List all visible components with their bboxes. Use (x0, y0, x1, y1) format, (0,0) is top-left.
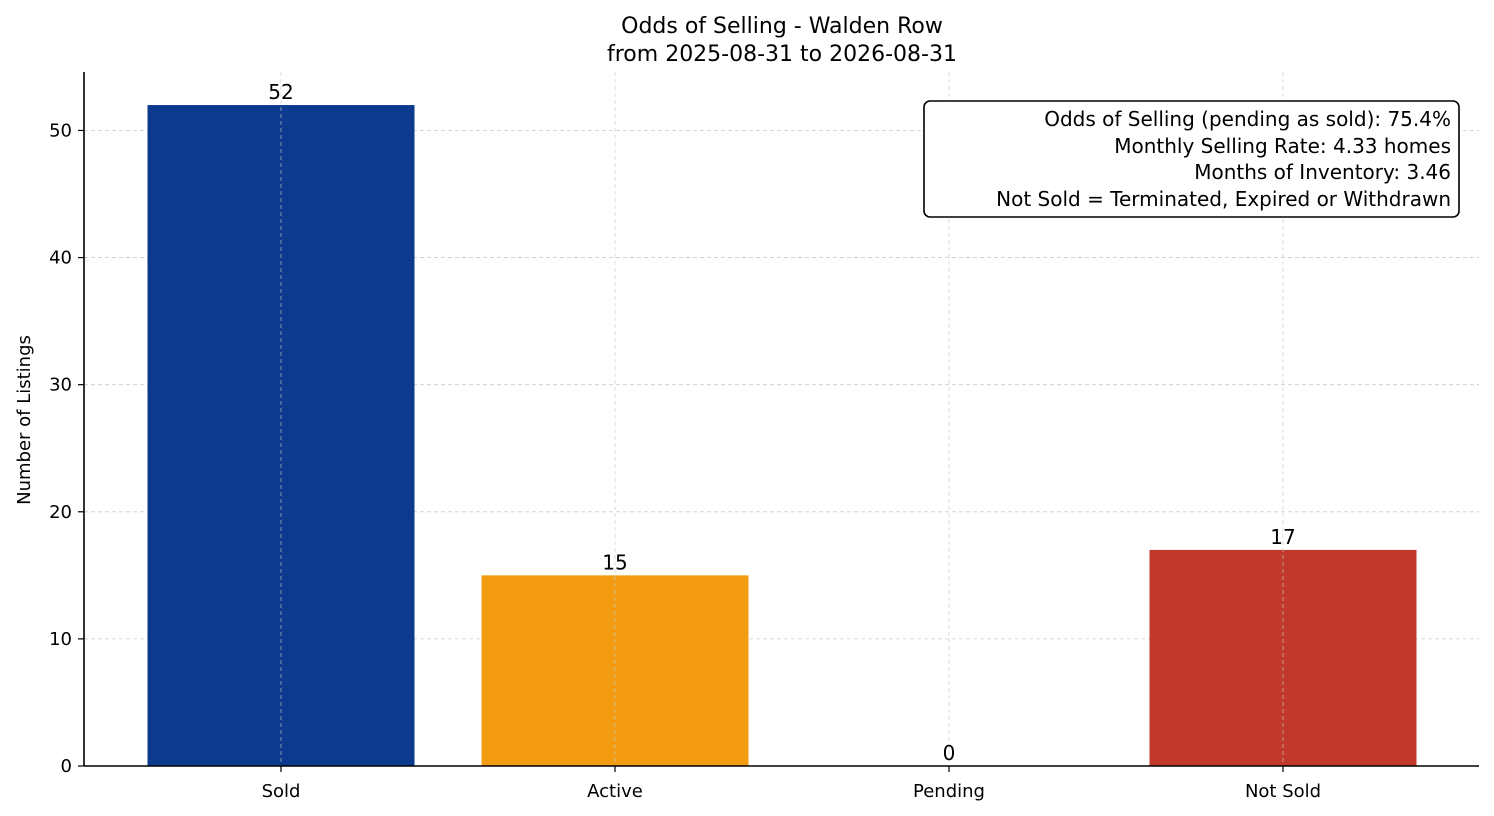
data-label-pending: 0 (943, 741, 956, 765)
info-line-months-inventory: Months of Inventory: 3.46 (1194, 160, 1451, 184)
x-tick-label-pending: Pending (913, 781, 985, 802)
data-label-active: 15 (602, 550, 627, 574)
x-tick-label-not-sold: Not Sold (1245, 781, 1321, 802)
y-tick-label: 40 (49, 248, 72, 269)
x-tick-label-active: Active (587, 781, 643, 802)
info-box: Odds of Selling (pending as sold): 75.4%… (923, 100, 1460, 218)
y-tick-label: 20 (49, 502, 72, 523)
x-tick-label-sold: Sold (262, 781, 301, 802)
data-label-not-sold: 17 (1270, 525, 1295, 549)
bar-sold (147, 105, 415, 767)
y-axis-label: Number of Listings (14, 335, 35, 505)
y-tick-label: 30 (49, 375, 72, 396)
y-tick-label: 0 (61, 756, 72, 777)
chart-subtitle: from 2025-08-31 to 2026-08-31 (607, 42, 957, 67)
info-box-frame (923, 100, 1460, 218)
data-labels: 52 15 0 17 (268, 80, 1295, 765)
y-tick-label: 10 (49, 629, 72, 650)
data-label-sold: 52 (268, 80, 293, 104)
info-line-odds: Odds of Selling (pending as sold): 75.4% (1044, 107, 1451, 131)
chart-title: Odds of Selling - Walden Row (621, 14, 943, 39)
y-ticks: 0 10 20 30 40 50 (49, 120, 84, 777)
x-ticks: Sold Active Pending Not Sold (262, 766, 1321, 802)
info-line-selling-rate: Monthly Selling Rate: 4.33 homes (1114, 134, 1451, 158)
axes (83, 72, 1479, 767)
info-line-not-sold-definition: Not Sold = Terminated, Expired or Withdr… (996, 187, 1451, 211)
y-tick-label: 50 (49, 120, 72, 141)
